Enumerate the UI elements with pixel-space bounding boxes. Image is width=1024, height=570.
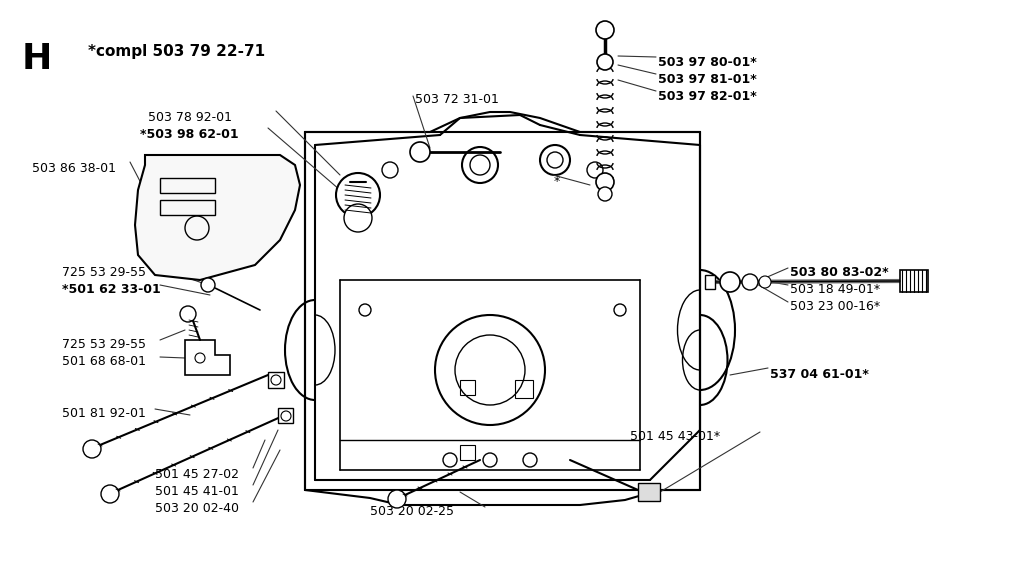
- Circle shape: [410, 142, 430, 162]
- Text: 501 45 41-01: 501 45 41-01: [155, 485, 239, 498]
- Circle shape: [195, 353, 205, 363]
- Text: 501 45 27-02: 501 45 27-02: [155, 468, 239, 481]
- Bar: [515, 380, 534, 398]
- Text: 503 72 31-01: 503 72 31-01: [415, 93, 499, 106]
- Text: 503 20 02-25: 503 20 02-25: [370, 505, 454, 518]
- Text: *: *: [554, 175, 560, 188]
- Circle shape: [101, 485, 119, 503]
- Text: 537 04 61-01*: 537 04 61-01*: [770, 368, 869, 381]
- Polygon shape: [135, 155, 300, 280]
- Text: 503 86 38-01: 503 86 38-01: [32, 162, 116, 175]
- Text: 503 97 81-01*: 503 97 81-01*: [658, 73, 757, 86]
- Text: *501 62 33-01: *501 62 33-01: [62, 283, 161, 296]
- Bar: [268, 372, 284, 388]
- Bar: [460, 445, 475, 460]
- Circle shape: [388, 490, 406, 508]
- Text: 725 53 29-55: 725 53 29-55: [62, 338, 146, 351]
- Text: *503 98 62-01: *503 98 62-01: [140, 128, 239, 141]
- Bar: [638, 483, 660, 501]
- Circle shape: [336, 173, 380, 217]
- Text: 503 18 49-01*: 503 18 49-01*: [790, 283, 880, 296]
- Circle shape: [720, 272, 740, 292]
- Text: 503 97 80-01*: 503 97 80-01*: [658, 56, 757, 69]
- Circle shape: [344, 204, 372, 232]
- Circle shape: [598, 187, 612, 201]
- Text: 725 53 29-55: 725 53 29-55: [62, 266, 146, 279]
- Circle shape: [597, 54, 613, 70]
- Circle shape: [742, 274, 758, 290]
- Text: 501 68 68-01: 501 68 68-01: [62, 355, 146, 368]
- Circle shape: [596, 173, 614, 191]
- Circle shape: [271, 375, 281, 385]
- Text: 503 97 82-01*: 503 97 82-01*: [658, 90, 757, 103]
- Text: 503 23 00-16*: 503 23 00-16*: [790, 300, 880, 313]
- Circle shape: [180, 306, 196, 322]
- Text: 503 78 92-01: 503 78 92-01: [148, 111, 232, 124]
- Polygon shape: [185, 340, 230, 375]
- Circle shape: [83, 440, 101, 458]
- Text: 501 45 43-01*: 501 45 43-01*: [630, 430, 720, 443]
- Bar: [460, 380, 475, 395]
- Text: 503 80 83-02*: 503 80 83-02*: [790, 266, 889, 279]
- Bar: [278, 408, 293, 423]
- Bar: [900, 270, 928, 292]
- Bar: [160, 200, 215, 215]
- Bar: [160, 178, 215, 193]
- Text: 501 81 92-01: 501 81 92-01: [62, 407, 145, 420]
- Circle shape: [201, 278, 215, 292]
- Circle shape: [759, 276, 771, 288]
- Text: 503 20 02-40: 503 20 02-40: [155, 502, 239, 515]
- Circle shape: [596, 21, 614, 39]
- Polygon shape: [305, 112, 700, 505]
- Text: *compl 503 79 22-71: *compl 503 79 22-71: [88, 44, 265, 59]
- Circle shape: [281, 411, 291, 421]
- Bar: [705, 275, 715, 289]
- Text: H: H: [22, 42, 52, 76]
